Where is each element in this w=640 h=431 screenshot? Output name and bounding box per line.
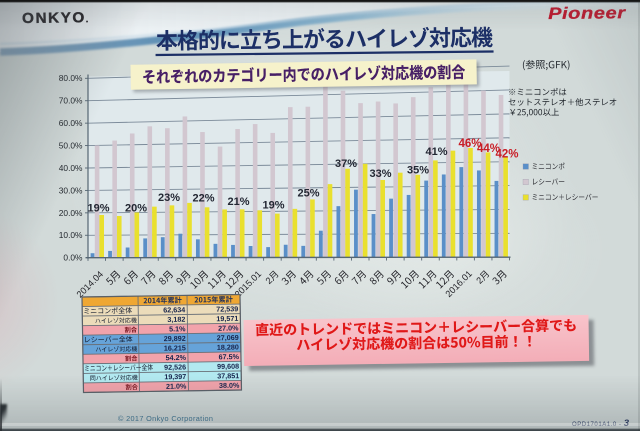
svg-text:38.0%: 38.0%: [219, 381, 240, 390]
svg-text:92,526: 92,526: [164, 362, 186, 371]
svg-text:16,215: 16,215: [164, 343, 186, 352]
svg-text:19,571: 19,571: [216, 314, 238, 323]
svg-text:25%: 25%: [297, 188, 319, 200]
svg-text:37%: 37%: [335, 158, 357, 170]
svg-text:35%: 35%: [407, 165, 429, 177]
svg-text:60.0%: 60.0%: [59, 118, 83, 128]
svg-text:72,539: 72,539: [216, 304, 238, 313]
svg-text:50.0%: 50.0%: [59, 140, 83, 150]
svg-text:22%: 22%: [192, 193, 214, 205]
svg-text:67.5%: 67.5%: [218, 352, 239, 361]
svg-text:27.0%: 27.0%: [218, 323, 239, 332]
svg-text:2014.04: 2014.04: [75, 269, 106, 300]
svg-text:99,608: 99,608: [217, 362, 239, 371]
svg-text:44%: 44%: [477, 143, 500, 155]
svg-text:19%: 19%: [87, 203, 109, 215]
svg-text:70.0%: 70.0%: [59, 96, 83, 106]
svg-text:40.0%: 40.0%: [59, 163, 83, 173]
svg-text:46%: 46%: [458, 138, 481, 150]
svg-text:19%: 19%: [262, 200, 284, 212]
svg-text:19,397: 19,397: [164, 372, 186, 381]
svg-text:2月: 2月: [264, 269, 281, 286]
svg-text:2月: 2月: [474, 269, 491, 286]
svg-text:23%: 23%: [158, 192, 180, 204]
svg-text:54.2%: 54.2%: [166, 353, 187, 362]
svg-text:37,851: 37,851: [217, 371, 239, 380]
svg-text:2016.01: 2016.01: [443, 269, 474, 300]
svg-text:41%: 41%: [425, 146, 447, 158]
svg-text:0.0%: 0.0%: [63, 253, 83, 263]
svg-text:21.0%: 21.0%: [166, 382, 187, 391]
svg-text:18,280: 18,280: [217, 342, 239, 351]
svg-text:42%: 42%: [495, 149, 518, 161]
svg-text:5.1%: 5.1%: [169, 324, 186, 333]
svg-text:10.0%: 10.0%: [59, 230, 83, 240]
svg-text:80.0%: 80.0%: [59, 73, 83, 83]
svg-text:30.0%: 30.0%: [59, 185, 83, 195]
svg-text:33%: 33%: [369, 168, 391, 180]
svg-text:20.0%: 20.0%: [59, 208, 83, 218]
svg-text:27,069: 27,069: [217, 333, 239, 342]
svg-text:29,892: 29,892: [164, 334, 186, 343]
svg-text:21%: 21%: [227, 196, 249, 208]
svg-text:3,182: 3,182: [167, 315, 185, 324]
svg-text:20%: 20%: [125, 203, 147, 215]
svg-text:62,634: 62,634: [163, 305, 185, 314]
